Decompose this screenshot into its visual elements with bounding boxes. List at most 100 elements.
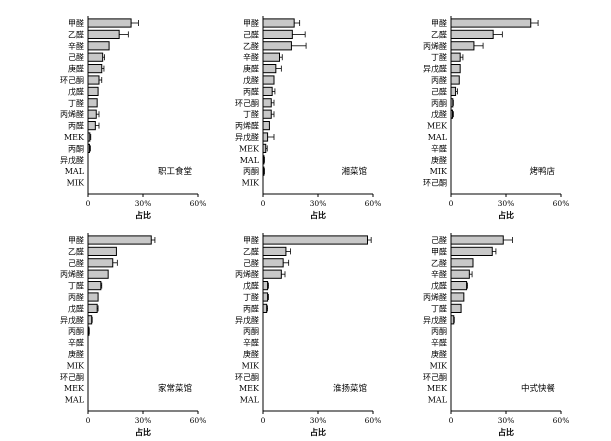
category-label: 戊醛 (68, 86, 84, 96)
x-tick-label: 0 (449, 199, 454, 208)
category-label: MEK (427, 384, 448, 393)
category-label: MAL (428, 396, 448, 405)
category-label: MEK (239, 144, 260, 153)
category-label: 甲醛 (243, 235, 259, 245)
category-label: 丁醛 (243, 292, 259, 302)
bar (450, 86, 457, 97)
category-label: 丁醛 (431, 52, 447, 62)
bar (262, 132, 269, 142)
category-label: MIK (430, 167, 448, 176)
category-label: 辛醛 (243, 52, 259, 62)
category-label: 辛醛 (431, 143, 447, 153)
x-tick-label: 30% (135, 416, 152, 425)
category-label: 乙醛 (243, 246, 259, 256)
bar (87, 75, 100, 85)
category-label: 异戊醛 (423, 315, 447, 325)
bar (450, 109, 453, 119)
bar (450, 292, 465, 302)
bar (450, 75, 460, 85)
panel-title: 淮扬菜馆 (333, 383, 367, 394)
category-label: 辛醛 (431, 269, 447, 279)
x-axis-label: 占比 (498, 427, 514, 437)
panel-title: 职工食堂 (158, 166, 192, 177)
bar (262, 292, 269, 302)
category-label: 丁醛 (431, 303, 447, 313)
bar (87, 86, 99, 97)
x-tick-label: 30% (310, 199, 327, 208)
category-label: 丙酮 (243, 167, 259, 176)
bar (87, 326, 90, 336)
category-label: MIK (242, 361, 260, 370)
bar (87, 98, 98, 108)
bar (262, 86, 273, 97)
category-label: 丙醛 (243, 303, 259, 313)
bar (87, 18, 132, 28)
x-tick-label: 0 (261, 416, 266, 425)
category-label: 庚醛 (68, 64, 84, 74)
x-tick-label: 30% (135, 199, 152, 208)
bar (262, 109, 272, 119)
bar (87, 109, 97, 119)
chart-panel-6: 0 30% 60%占比己醛甲醛乙醛辛醛戊醛丙烯醛丁醛异戊醛丙酮辛醛庚醛MIK环己酮M… (423, 233, 569, 437)
category-label: 甲醛 (68, 235, 84, 245)
x-tick-label: 0 (86, 416, 91, 425)
x-tick-label: 60% (553, 199, 570, 208)
category-label: MEK (427, 122, 448, 131)
x-tick-label: 0 (261, 199, 266, 208)
panel-title: 湘菜馆 (341, 166, 367, 177)
category-label: 丙醛 (431, 75, 447, 85)
category-label: 异戊醛 (60, 155, 84, 165)
category-label: 辛醛 (68, 338, 84, 348)
bar (262, 143, 267, 154)
panel-title: 中式快餐 (521, 383, 556, 394)
category-label: 戊醛 (243, 75, 259, 85)
bar (87, 29, 120, 39)
bar (450, 303, 462, 313)
x-axis-label: 占比 (310, 427, 326, 437)
bar (450, 258, 474, 268)
category-label: 异戊醛 (235, 315, 259, 325)
category-label: 甲醛 (243, 18, 259, 28)
bar (262, 75, 275, 85)
x-axis-label: 占比 (135, 427, 151, 437)
category-label: 庚醛 (431, 349, 447, 359)
category-label: MIK (67, 361, 85, 370)
category-label: 戊醛 (431, 109, 447, 119)
category-label: 异戊醛 (423, 64, 447, 74)
bar (87, 246, 117, 257)
x-tick-label: 0 (449, 416, 454, 425)
category-label: 丙醛 (68, 121, 84, 131)
category-label: 丙酮 (243, 327, 259, 336)
category-label: 丁醛 (68, 281, 84, 291)
bar (262, 269, 282, 279)
bar (262, 258, 284, 268)
category-label: 环己酮 (423, 373, 447, 382)
category-label: 丙烯醛 (235, 269, 259, 279)
bar (262, 52, 280, 62)
bar (87, 235, 152, 245)
category-label: 己醛 (431, 235, 447, 245)
category-label: 环己酮 (60, 76, 84, 85)
bar (262, 121, 270, 131)
category-label: 丙烯醛 (60, 109, 84, 119)
bar (450, 269, 470, 279)
category-label: 庚醛 (243, 349, 259, 359)
bar (87, 41, 110, 51)
x-tick-label: 60% (553, 416, 570, 425)
category-label: 丙烯醛 (423, 41, 447, 51)
category-label: 辛醛 (431, 338, 447, 348)
category-label: 环己酮 (60, 373, 84, 382)
category-label: 己醛 (243, 258, 259, 268)
category-label: MAL (240, 396, 260, 405)
bar (87, 132, 91, 142)
bar (450, 64, 461, 74)
bar (87, 281, 102, 291)
bar (87, 121, 96, 131)
category-label: 异戊醛 (60, 315, 84, 325)
bar (450, 98, 454, 108)
category-label: MAL (65, 396, 85, 405)
